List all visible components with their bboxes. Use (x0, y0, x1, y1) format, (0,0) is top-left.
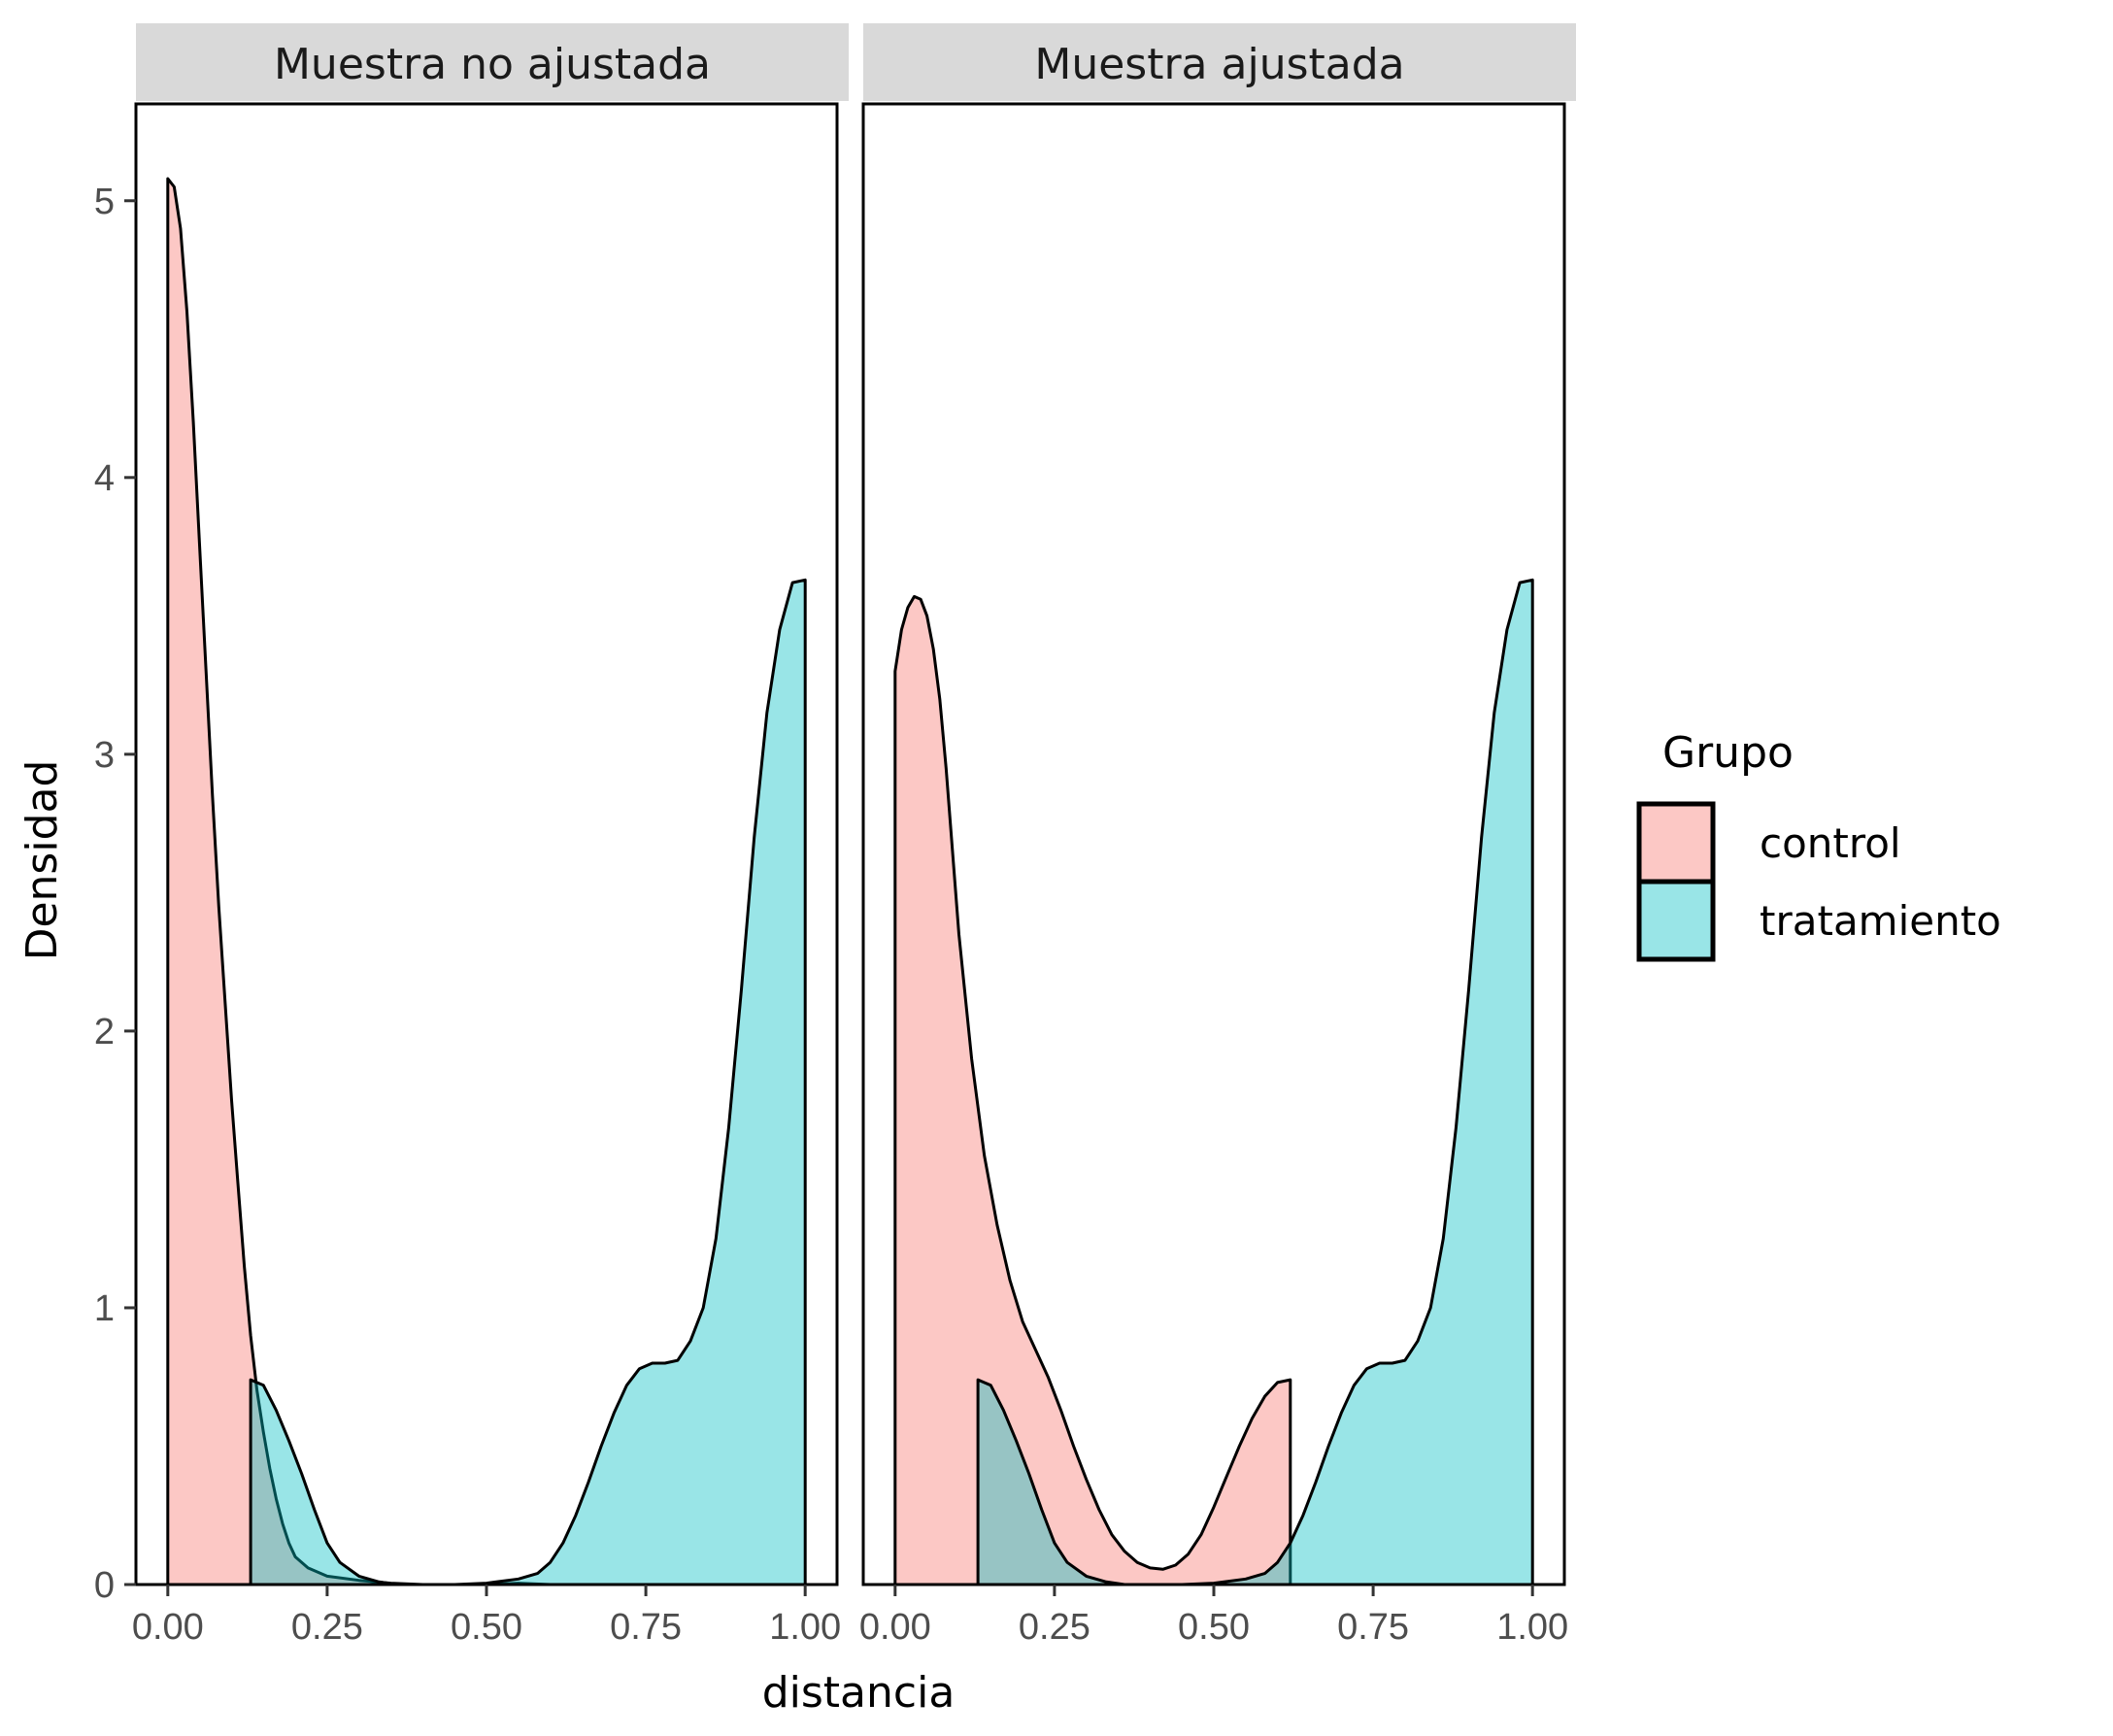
x-axis-title: distancia (762, 1668, 956, 1718)
density-area-tratamiento (249, 578, 807, 1586)
y-tick-label: 2 (94, 1012, 115, 1052)
legend-key-tratamiento (1639, 882, 1713, 959)
legend-title: Grupo (1662, 728, 1794, 778)
legend-label-control: control (1760, 819, 1901, 867)
legend-key-control (1639, 804, 1713, 882)
x-tick-label: 0.25 (291, 1607, 363, 1648)
facet-panel-2: Muestra ajustada 0.00 0.25 0.50 0.75 1.00 (859, 23, 1576, 1648)
x-tick-label: 0.75 (610, 1607, 682, 1648)
facet-panels: Muestra no ajustada 0.00 0.25 0.50 0.75 1.00 0… (94, 23, 1576, 1648)
x-tick-label: 0.25 (1019, 1607, 1090, 1648)
density-area-control (893, 594, 1292, 1586)
y-tick-label: 0 (94, 1565, 115, 1606)
facet-strip (863, 23, 1576, 101)
x-tick-label: 0.75 (1337, 1607, 1409, 1648)
facet-strip (136, 23, 849, 101)
x-tick-label: 0.00 (132, 1607, 204, 1648)
density-area-control (166, 177, 553, 1586)
y-tick-label: 4 (94, 458, 115, 499)
x-tick-label: 1.00 (1496, 1607, 1568, 1648)
legend-label-tratamiento: tratamiento (1760, 897, 2001, 945)
x-tick-label: 0.00 (859, 1607, 931, 1648)
y-tick-label: 5 (94, 182, 115, 222)
y-axis-title: Densidad (17, 760, 67, 961)
axes: distancia Densidad (17, 760, 955, 1718)
facet-panel-1: Muestra no ajustada 0.00 0.25 0.50 0.75 1.00 0… (94, 23, 849, 1648)
legend: Grupo control tratamiento (1636, 728, 2001, 962)
facet-title: Muestra ajustada (1034, 40, 1404, 89)
density-area-tratamiento (976, 578, 1534, 1586)
facet-title: Muestra no ajustada (274, 40, 711, 89)
x-tick-label: 1.00 (769, 1607, 841, 1648)
y-tick-label: 1 (94, 1288, 115, 1329)
x-tick-label: 0.50 (451, 1607, 522, 1648)
y-tick-label: 3 (94, 735, 115, 776)
x-tick-label: 0.50 (1178, 1607, 1250, 1648)
